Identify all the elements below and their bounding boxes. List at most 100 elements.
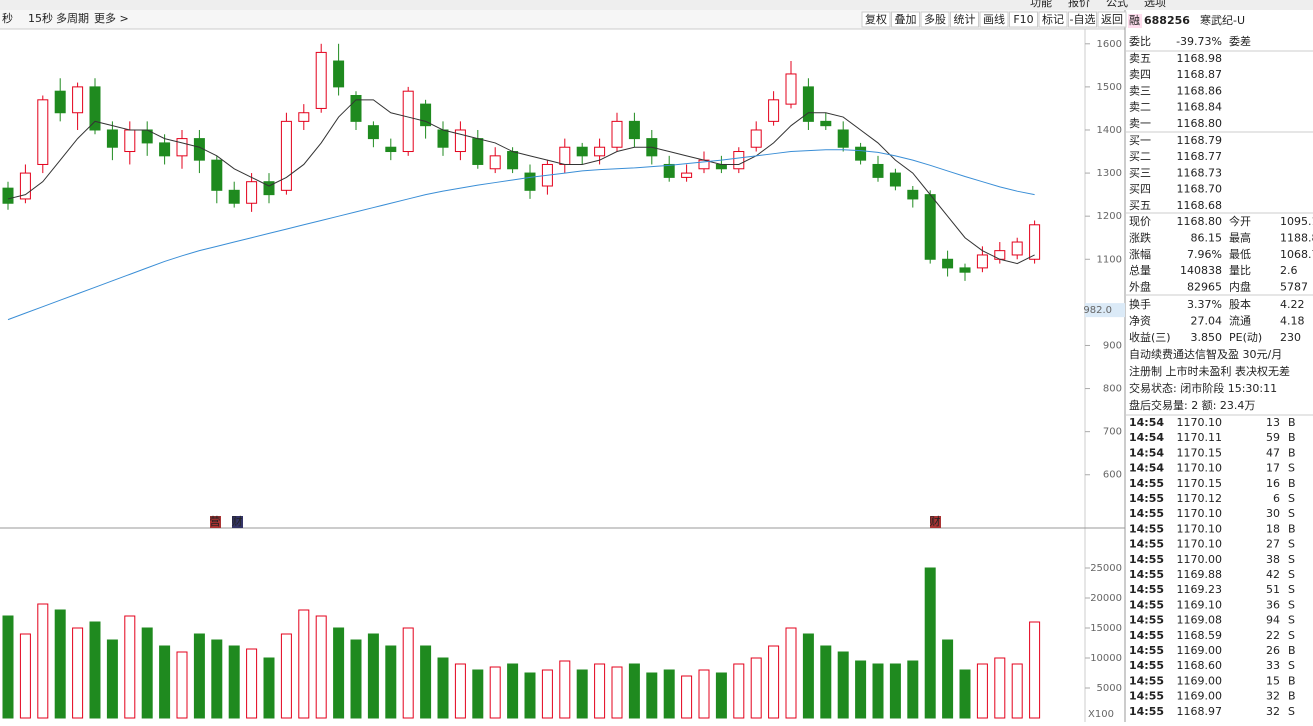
trade-volume: 17 [1266, 462, 1280, 475]
candle-body [785, 73, 797, 105]
candle-body [106, 129, 118, 148]
toolbar-button[interactable]: 15秒 [28, 11, 53, 25]
volume-bar [559, 660, 571, 719]
volume-bar [820, 645, 832, 719]
toolbar-button[interactable]: 画线 [983, 12, 1005, 26]
trade-time: 14:55 [1129, 553, 1164, 566]
trade-price: 1170.10 [1177, 522, 1223, 535]
volume-bar [785, 627, 797, 719]
toolbar-button[interactable]: 秒 [2, 11, 13, 25]
book-label: 买三 [1129, 166, 1151, 179]
toolbar [0, 10, 1125, 29]
volume-bar [228, 645, 240, 719]
trade-time: 14:54 [1129, 416, 1164, 429]
toolbar-button-bg[interactable] [920, 11, 950, 28]
book-label: 买四 [1129, 183, 1151, 196]
trade-price: 1168.97 [1177, 705, 1223, 718]
volume-bar [211, 639, 223, 719]
volume-bar [489, 666, 501, 719]
toolbar-button-bg[interactable] [861, 11, 891, 28]
y-tick-label: 5000 [1097, 683, 1122, 694]
toolbar-button-bg[interactable] [1097, 11, 1127, 28]
trade-side: S [1288, 507, 1295, 520]
volume-bar [298, 609, 310, 719]
toolbar-button-bg[interactable] [891, 11, 920, 28]
volume-bar [89, 621, 101, 719]
stat-label: 收益(三) [1129, 330, 1171, 344]
candle-body [298, 112, 310, 122]
trade-price: 1169.08 [1177, 614, 1223, 627]
menu-item[interactable]: 功能 [1030, 0, 1052, 9]
candle-body [2, 187, 14, 204]
menu-item[interactable]: 报价 [1068, 0, 1090, 9]
trade-volume: 42 [1266, 568, 1280, 581]
volume-bar [124, 615, 136, 719]
candle-body [594, 146, 606, 157]
trade-volume: 38 [1266, 553, 1280, 566]
toolbar-button[interactable]: 标记 [1042, 12, 1064, 26]
ad[interactable]: 自动续费通达信智及盈 30元/月 [1129, 347, 1282, 361]
trade-side: S [1288, 705, 1295, 718]
trade-side: S [1288, 492, 1295, 505]
candle-body [976, 254, 988, 269]
volume-bar [350, 639, 362, 719]
trade-time: 14:55 [1129, 644, 1164, 657]
menu-item[interactable]: 公式 [1106, 0, 1128, 9]
trade-volume: 32 [1266, 690, 1280, 703]
stat-value: 5787 [1280, 281, 1308, 294]
y-tick-label: 1200 [1097, 211, 1122, 222]
y-tick-label: 900 [1103, 340, 1122, 351]
trade-volume: 94 [1266, 614, 1280, 627]
stat-label: 涨幅 [1129, 248, 1151, 261]
stat-label: 股本 [1229, 297, 1251, 311]
toolbar-button[interactable]: 叠加 [895, 13, 917, 26]
toolbar-button[interactable]: 返回 [1101, 13, 1123, 26]
volume-bar [54, 609, 66, 719]
toolbar-button-bg[interactable] [1009, 11, 1038, 28]
candle-body [733, 151, 745, 170]
volume-bar [437, 657, 449, 719]
trade-side: S [1288, 553, 1295, 566]
toolbar-button[interactable]: 复权 [865, 12, 887, 26]
unit-label: X100 [1088, 709, 1114, 720]
candle-body [246, 181, 258, 204]
volume-bar [576, 669, 588, 719]
candle-body [1011, 241, 1023, 256]
book-label: 卖三 [1129, 84, 1151, 97]
toolbar-button[interactable]: -自选 [1070, 13, 1096, 26]
toolbar-button[interactable]: 多股 [924, 12, 946, 26]
volume-bar [193, 633, 205, 719]
toolbar-button[interactable]: F10 [1013, 13, 1033, 26]
stat-value: 2.6 [1280, 264, 1298, 277]
menu-item[interactable]: 选项 [1144, 0, 1166, 9]
book-label: 卖四 [1129, 68, 1151, 81]
book-price: 1168.87 [1177, 68, 1223, 81]
volume-bar [715, 672, 727, 719]
toolbar-button[interactable]: 多周期 [56, 11, 89, 25]
candle-body [663, 163, 675, 178]
row-label: 委比 [1129, 35, 1151, 48]
toolbar-button[interactable]: 统计 [954, 13, 976, 26]
trade-volume: 26 [1266, 644, 1280, 657]
y-tick-label: 10000 [1090, 653, 1122, 664]
toolbar-button-bg[interactable] [950, 11, 979, 28]
trade-price: 1169.00 [1177, 674, 1223, 687]
toolbar-button[interactable]: 更多 > [94, 11, 129, 25]
volume-bar [2, 615, 14, 719]
volume-bar [176, 651, 188, 719]
y-tick-label: 1500 [1097, 82, 1122, 93]
trade-time: 14:55 [1129, 522, 1164, 535]
trade-price: 1169.10 [1177, 598, 1223, 611]
toolbar-button-bg[interactable] [1038, 11, 1068, 28]
toolbar-button-bg[interactable] [979, 11, 1009, 28]
trade-price: 1169.23 [1177, 583, 1223, 596]
volume-bar [1029, 621, 1041, 719]
volume-bar [1011, 663, 1023, 719]
y-tick-label: 1300 [1097, 168, 1122, 179]
toolbar-button-bg[interactable] [1068, 11, 1097, 28]
trade-volume: 16 [1266, 477, 1280, 490]
trade-side: S [1288, 583, 1295, 596]
trade-price: 1170.10 [1177, 416, 1223, 429]
trade-time: 14:55 [1129, 705, 1164, 718]
candle-body [715, 163, 727, 170]
